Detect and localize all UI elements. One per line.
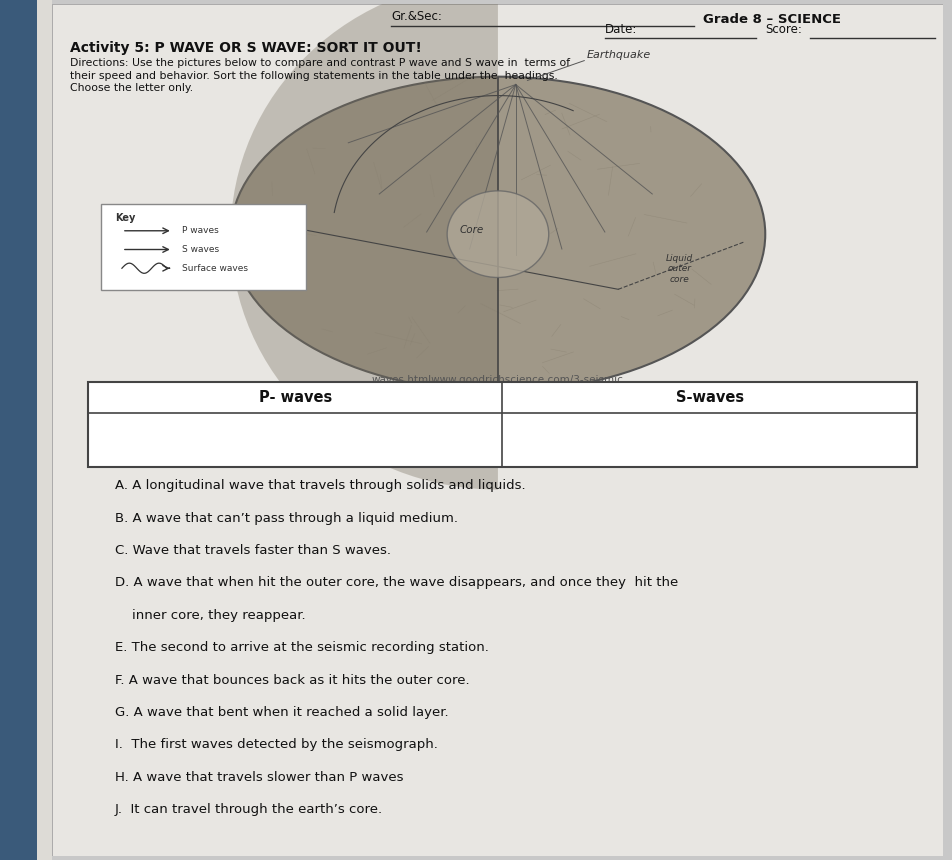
Text: their speed and behavior. Sort the following statements in the table under the  : their speed and behavior. Sort the follo… — [70, 71, 558, 81]
Text: D. A wave that when hit the outer core, the wave disappears, and once they  hit : D. A wave that when hit the outer core, … — [114, 576, 677, 589]
Text: J.  It can travel through the earth’s core.: J. It can travel through the earth’s cor… — [114, 803, 383, 816]
Text: I.  The first waves detected by the seismograph.: I. The first waves detected by the seism… — [114, 738, 437, 751]
Text: Choose the letter only.: Choose the letter only. — [70, 83, 193, 94]
Text: Key: Key — [114, 213, 135, 223]
Wedge shape — [230, 0, 497, 489]
Text: C. Wave that travels faster than S waves.: C. Wave that travels faster than S waves… — [114, 544, 390, 557]
Text: Grade 8 – SCIENCE: Grade 8 – SCIENCE — [703, 13, 840, 26]
Text: Date:: Date: — [605, 23, 637, 36]
Text: E. The second to arrive at the seismic recording station.: E. The second to arrive at the seismic r… — [114, 642, 488, 654]
Text: Directions: Use the pictures below to compare and contrast P wave and S wave in : Directions: Use the pictures below to co… — [70, 58, 569, 68]
Bar — [36, 0, 52, 860]
Text: P waves: P waves — [182, 226, 218, 236]
Text: S-waves: S-waves — [675, 390, 743, 405]
Text: Surface waves: Surface waves — [182, 264, 248, 273]
FancyBboxPatch shape — [101, 205, 306, 290]
Ellipse shape — [230, 77, 764, 391]
Bar — [88, 383, 916, 468]
Text: Core: Core — [459, 225, 483, 235]
Text: Activity 5: P WAVE OR S WAVE: SORT IT OUT!: Activity 5: P WAVE OR S WAVE: SORT IT OU… — [70, 41, 422, 55]
Text: A. A longitudinal wave that travels through solids and liquids.: A. A longitudinal wave that travels thro… — [114, 479, 525, 493]
Ellipse shape — [446, 191, 548, 278]
Text: Score:: Score: — [764, 23, 802, 36]
Text: P- waves: P- waves — [258, 390, 331, 405]
Text: S waves: S waves — [182, 245, 219, 254]
Text: waves.htmIwww.goodrichscience.com/3-seismic: waves.htmIwww.goodrichscience.com/3-seis… — [371, 375, 624, 384]
Text: F. A wave that bounces back as it hits the outer core.: F. A wave that bounces back as it hits t… — [114, 673, 469, 686]
Text: Earthquake: Earthquake — [586, 51, 650, 60]
Text: G. A wave that bent when it reached a solid layer.: G. A wave that bent when it reached a so… — [114, 706, 448, 719]
Text: Gr.&Sec:: Gr.&Sec: — [390, 10, 442, 23]
Text: Liquid
outer
core: Liquid outer core — [665, 254, 693, 284]
Text: inner core, they reappear.: inner core, they reappear. — [114, 609, 305, 622]
Text: B. A wave that can’t pass through a liquid medium.: B. A wave that can’t pass through a liqu… — [114, 512, 457, 525]
Text: H. A wave that travels slower than P waves: H. A wave that travels slower than P wav… — [114, 771, 403, 783]
